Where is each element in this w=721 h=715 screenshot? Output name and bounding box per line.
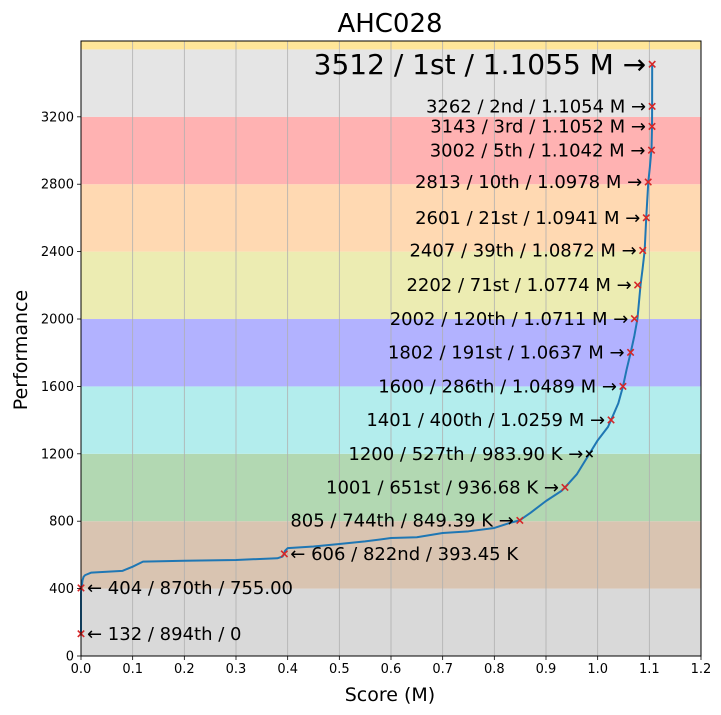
rank-annotation-6: 1401 / 400th / 1.0259 M →	[366, 410, 605, 431]
rank-marker-17	[648, 60, 656, 69]
rank-marker-15	[648, 122, 656, 131]
x-tick-label-2: 0.2	[174, 662, 195, 677]
y-tick-label-8: 3200	[41, 110, 74, 125]
rank-marker-9	[630, 314, 639, 323]
y-axis-ticks: 0 400 800 1200 1600 2000 2400 2800 3200	[41, 110, 81, 665]
x-tick-label-12: 1.2	[691, 662, 712, 677]
rank-marker-12	[642, 213, 651, 222]
x-tick-label-4: 0.4	[277, 662, 298, 677]
rank-annotation-12: 2601 / 21st / 1.0941 M →	[415, 208, 640, 229]
rank-marker-16	[648, 102, 656, 111]
series-line-0	[80, 64, 654, 634]
rank-annotation-15: 3143 / 3rd / 1.1052 M →	[430, 117, 646, 138]
y-tick-label-3: 1200	[41, 447, 74, 462]
rank-annotation-8: 1802 / 191st / 1.0637 M →	[388, 342, 625, 363]
x-tick-label-6: 0.6	[381, 662, 402, 677]
x-tick-label-1: 0.1	[122, 662, 143, 677]
x-axis-label: Score (M)	[345, 684, 435, 706]
rank-annotation-2: ← 606 / 822nd / 393.45 K	[290, 544, 519, 565]
rank-marker-11	[638, 246, 647, 255]
y-tick-label-7: 2800	[41, 178, 74, 193]
rank-annotation-13: 2813 / 10th / 1.0978 M →	[415, 172, 642, 193]
y-tick-label-2: 800	[49, 515, 74, 530]
x-tick-label-7: 0.7	[432, 662, 453, 677]
rank-marker-6	[607, 416, 615, 424]
rank-annotation-5: 1200 / 527th / 983.90 K →	[348, 444, 583, 465]
y-tick-label-0: 0	[66, 650, 74, 665]
rank-annotation-1: ← 404 / 870th / 755.00	[87, 578, 293, 599]
x-tick-label-10: 1.0	[587, 662, 608, 677]
rank-annotation-4: 1001 / 651st / 936.68 K →	[326, 477, 559, 498]
rank-marker-4	[561, 483, 569, 492]
performance-series	[80, 64, 654, 634]
y-axis-label: Performance	[10, 290, 32, 410]
y-tick-label-1: 400	[49, 582, 74, 597]
rank-annotation-9: 2002 / 120th / 1.0711 M →	[390, 309, 629, 330]
x-tick-label-11: 1.1	[639, 662, 660, 677]
rank-annotation-16: 3262 / 2nd / 1.1054 M →	[426, 96, 646, 117]
rank-annotation-3: 805 / 744th / 849.39 K →	[290, 510, 514, 531]
rank-marker-7	[619, 382, 627, 391]
rank-marker-3	[516, 516, 524, 525]
rank-annotations: ← 132 / 894th / 0 ← 404 / 870th / 755.00 ←…	[87, 48, 646, 645]
x-tick-label-5: 0.5	[329, 662, 350, 677]
x-tick-label-8: 0.8	[484, 662, 505, 677]
rank-annotation-7: 1600 / 286th / 1.0489 M →	[378, 377, 617, 398]
y-tick-label-4: 1600	[41, 380, 74, 395]
rank-marker-10	[633, 281, 642, 289]
x-axis-ticks: 0.0 0.1 0.2 0.3 0.4 0.5 0.6 0.7 0.8 0.9 1.0 1.1 1.2	[71, 656, 712, 677]
y-tick-label-6: 2400	[41, 245, 74, 260]
x-tick-label-0: 0.0	[71, 662, 92, 677]
rank-marker-2	[280, 550, 289, 558]
rank-annotation-17: 3512 / 1st / 1.1055 M →	[314, 48, 647, 81]
x-gridlines	[80, 41, 702, 656]
chart-title: AHC028	[337, 9, 442, 39]
x-tick-label-3: 0.3	[226, 662, 247, 677]
rank-annotation-0: ← 132 / 894th / 0	[87, 624, 241, 645]
rank-annotation-14: 3002 / 5th / 1.1042 M →	[430, 140, 646, 161]
rank-marker-14	[647, 146, 656, 154]
y-tick-label-5: 2000	[41, 313, 74, 328]
rank-marker-8	[626, 348, 635, 357]
rank-marker-13	[644, 178, 652, 186]
x-tick-label-9: 0.9	[536, 662, 557, 677]
rank-marker-5	[585, 450, 594, 458]
rank-annotation-10: 2202 / 71st / 1.0774 M →	[406, 275, 631, 296]
rank-annotation-11: 2407 / 39th / 1.0872 M →	[409, 241, 636, 262]
